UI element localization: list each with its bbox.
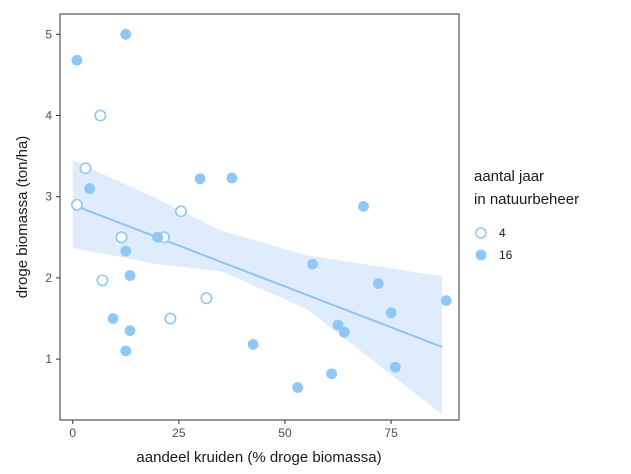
legend-label-4: 4 <box>499 226 506 240</box>
point-16-jaar <box>389 361 401 373</box>
legend-key-4 <box>475 227 487 239</box>
point-16-jaar <box>152 231 164 243</box>
point-16-jaar <box>120 345 132 357</box>
confidence-band-layer <box>72 160 443 415</box>
x-tick-label: 75 <box>384 426 398 440</box>
y-tick-label: 2 <box>45 271 52 285</box>
y-axis-title: droge biomassa (ton/ha) <box>14 136 31 299</box>
point-4-jaar <box>79 162 92 175</box>
point-16-jaar <box>292 382 304 393</box>
point-16-jaar <box>326 368 338 380</box>
y-tick-label: 4 <box>45 109 52 123</box>
plot-frame <box>59 13 460 421</box>
point-16-jaar <box>385 307 397 319</box>
point-16-jaar <box>120 28 132 40</box>
confidence-band <box>72 160 443 415</box>
point-4-jaar <box>70 198 83 211</box>
point-16-jaar <box>358 201 369 212</box>
point-16-jaar <box>120 245 132 257</box>
point-16-jaar <box>107 313 119 324</box>
point-4-jaar <box>200 292 213 305</box>
legend-key-16 <box>475 249 487 261</box>
legend-title-line-2: in natuurbeheer <box>474 191 579 208</box>
legend-title-line-1: aantal jaar <box>474 168 544 185</box>
x-tick-label: 50 <box>278 426 292 440</box>
x-tick-label: 0 <box>69 426 76 440</box>
point-16-jaar <box>194 173 206 185</box>
point-16-jaar <box>71 54 83 66</box>
point-16-jaar <box>338 326 350 338</box>
x-tick-label: 25 <box>172 426 186 440</box>
point-16-jaar <box>124 325 136 337</box>
trend-line <box>72 203 443 348</box>
y-tick-label: 3 <box>45 190 52 204</box>
legend-label-16: 16 <box>499 248 513 262</box>
point-16-jaar <box>332 319 344 331</box>
point-4-jaar <box>94 109 107 122</box>
points-layer <box>70 28 452 393</box>
y-tick-label: 5 <box>45 27 52 41</box>
x-axis: 0 25 50 75 <box>69 420 398 440</box>
point-16-jaar <box>307 258 318 270</box>
point-4-jaar <box>174 205 187 218</box>
point-4-jaar <box>96 274 109 287</box>
point-16-jaar <box>247 339 259 350</box>
point-16-jaar <box>226 172 238 184</box>
point-16-jaar <box>372 278 384 289</box>
point-4-jaar <box>115 231 128 244</box>
y-tick-label: 1 <box>45 352 52 366</box>
point-16-jaar <box>84 183 96 194</box>
point-16-jaar <box>440 295 452 307</box>
x-axis-title: aandeel kruiden (% droge biomassa) <box>136 449 381 466</box>
trend-line-layer <box>72 203 443 348</box>
legend: aantal jaar in natuurbeheer 4 16 <box>474 168 579 262</box>
point-4-jaar <box>164 312 177 325</box>
point-16-jaar <box>124 270 136 281</box>
y-axis: 1 2 3 4 5 <box>45 27 60 366</box>
